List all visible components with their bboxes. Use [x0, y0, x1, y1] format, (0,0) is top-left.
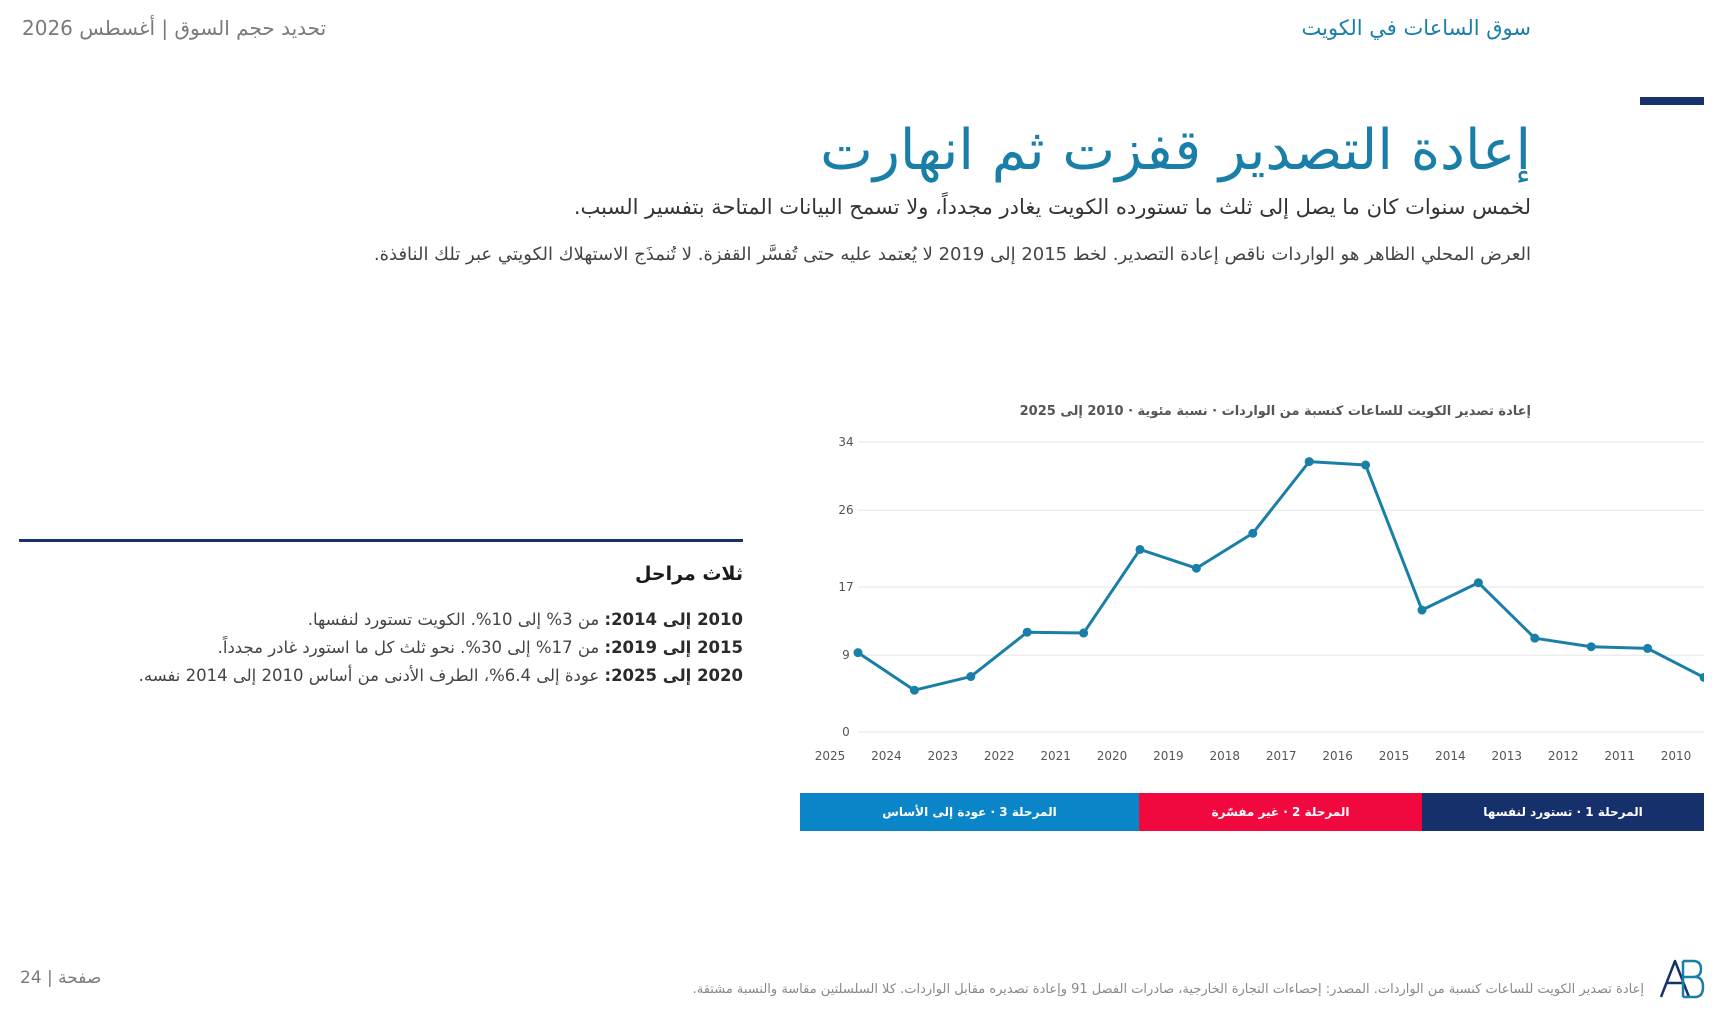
- x-tick-label: 2024: [871, 749, 902, 760]
- data-point: [853, 648, 863, 658]
- source-footnote: إعادة تصدير الكويت للساعات كنسبة من الوا…: [692, 982, 1644, 997]
- series-line: [857, 460, 1704, 692]
- data-point: [1699, 672, 1704, 682]
- data-point: [909, 685, 919, 695]
- phase-2-label: المرحلة 2 · غير مفسّرة: [1139, 793, 1422, 831]
- data-point: [1191, 563, 1201, 573]
- data-point: [1135, 544, 1145, 554]
- stage-period-2: 2015 إلى 2019:: [604, 638, 743, 657]
- x-tick-label: 2019: [1153, 749, 1184, 760]
- x-tick-label: 2020: [1097, 749, 1128, 760]
- x-tick-label: 2021: [1040, 749, 1071, 760]
- y-tick-label: 9: [842, 648, 850, 662]
- x-tick-label: 2017: [1266, 749, 1297, 760]
- x-tick-label: 2018: [1210, 749, 1241, 760]
- data-point: [1022, 627, 1032, 637]
- page-title: إعادة التصدير قفزت ثم انهارت: [820, 118, 1531, 183]
- intro-paragraph: العرض المحلي الظاهر هو الواردات ناقص إعا…: [373, 244, 1531, 265]
- chart-grid: [858, 441, 1704, 733]
- data-point: [1417, 605, 1427, 615]
- stage-text-3: عودة إلى 6.4%، الطرف الأدنى من أساس 2010…: [138, 666, 605, 685]
- x-tick-label: 2012: [1548, 749, 1579, 760]
- ab-logo: [1659, 959, 1705, 999]
- y-tick-label: 0: [842, 725, 850, 739]
- x-axis-ticks: 2010 2011 2012 2013 2014 2015 2016 2017 2018 2019…: [815, 749, 1692, 760]
- phase-band: المرحلة 3 · عودة إلى الأساس المرحلة 2 · …: [800, 793, 1704, 831]
- data-point: [1361, 460, 1371, 470]
- data-points: [853, 457, 1704, 695]
- x-tick-label: 2014: [1435, 749, 1466, 760]
- phase-3-label: المرحلة 3 · عودة إلى الأساس: [800, 793, 1139, 831]
- x-tick-label: 2022: [984, 749, 1015, 760]
- y-axis-ticks: 0 9 17 26 34: [838, 435, 853, 739]
- x-tick-label: 2015: [1379, 749, 1410, 760]
- x-tick-label: 2011: [1604, 749, 1635, 760]
- stages-heading: ثلاث مراحل: [634, 563, 743, 585]
- stage-item-2: 2015 إلى 2019: من 17% إلى 30%. نحو ثلث ك…: [19, 638, 743, 657]
- phase-1-label: المرحلة 1 · تستورد لنفسها: [1422, 793, 1704, 831]
- page-number: صفحة | 24: [20, 968, 102, 988]
- edition-label: تحديد حجم السوق | أغسطس 2026: [22, 16, 327, 40]
- data-point: [1473, 578, 1483, 588]
- stage-text-2: من 17% إلى 30%. نحو ثلث كل ما استورد غاد…: [217, 638, 605, 657]
- y-tick-label: 26: [838, 503, 853, 517]
- stage-period-1: 2010 إلى 2014:: [604, 610, 743, 629]
- page-subtitle: لخمس سنوات كان ما يصل إلى ثلث ما تستورده…: [573, 195, 1531, 219]
- data-point: [1248, 528, 1258, 538]
- x-tick-label: 2025: [815, 749, 846, 760]
- brand-title: سوق الساعات في الكويت: [1301, 16, 1531, 40]
- data-point: [1079, 628, 1089, 638]
- y-tick-label: 17: [838, 580, 853, 594]
- data-point: [966, 672, 976, 682]
- stages-divider: [19, 539, 743, 542]
- chart-caption: إعادة تصدير الكويت للساعات كنسبة من الوا…: [1019, 404, 1531, 419]
- data-point: [1586, 642, 1596, 652]
- x-tick-label: 2023: [928, 749, 959, 760]
- data-point: [1643, 643, 1653, 653]
- data-point: [1304, 457, 1314, 467]
- stage-item-1: 2010 إلى 2014: من 3% إلى 10%. الكويت تست…: [19, 610, 743, 629]
- x-tick-label: 2016: [1322, 749, 1353, 760]
- x-tick-label: 2010: [1661, 749, 1692, 760]
- title-accent-bar: [1640, 97, 1704, 105]
- data-point: [1530, 633, 1540, 643]
- stage-period-3: 2020 إلى 2025:: [604, 666, 743, 685]
- stage-item-3: 2020 إلى 2025: عودة إلى 6.4%، الطرف الأد…: [19, 666, 743, 685]
- y-tick-label: 34: [838, 435, 853, 449]
- x-tick-label: 2013: [1492, 749, 1523, 760]
- stage-text-1: من 3% إلى 10%. الكويت تستورد لنفسها.: [307, 610, 605, 629]
